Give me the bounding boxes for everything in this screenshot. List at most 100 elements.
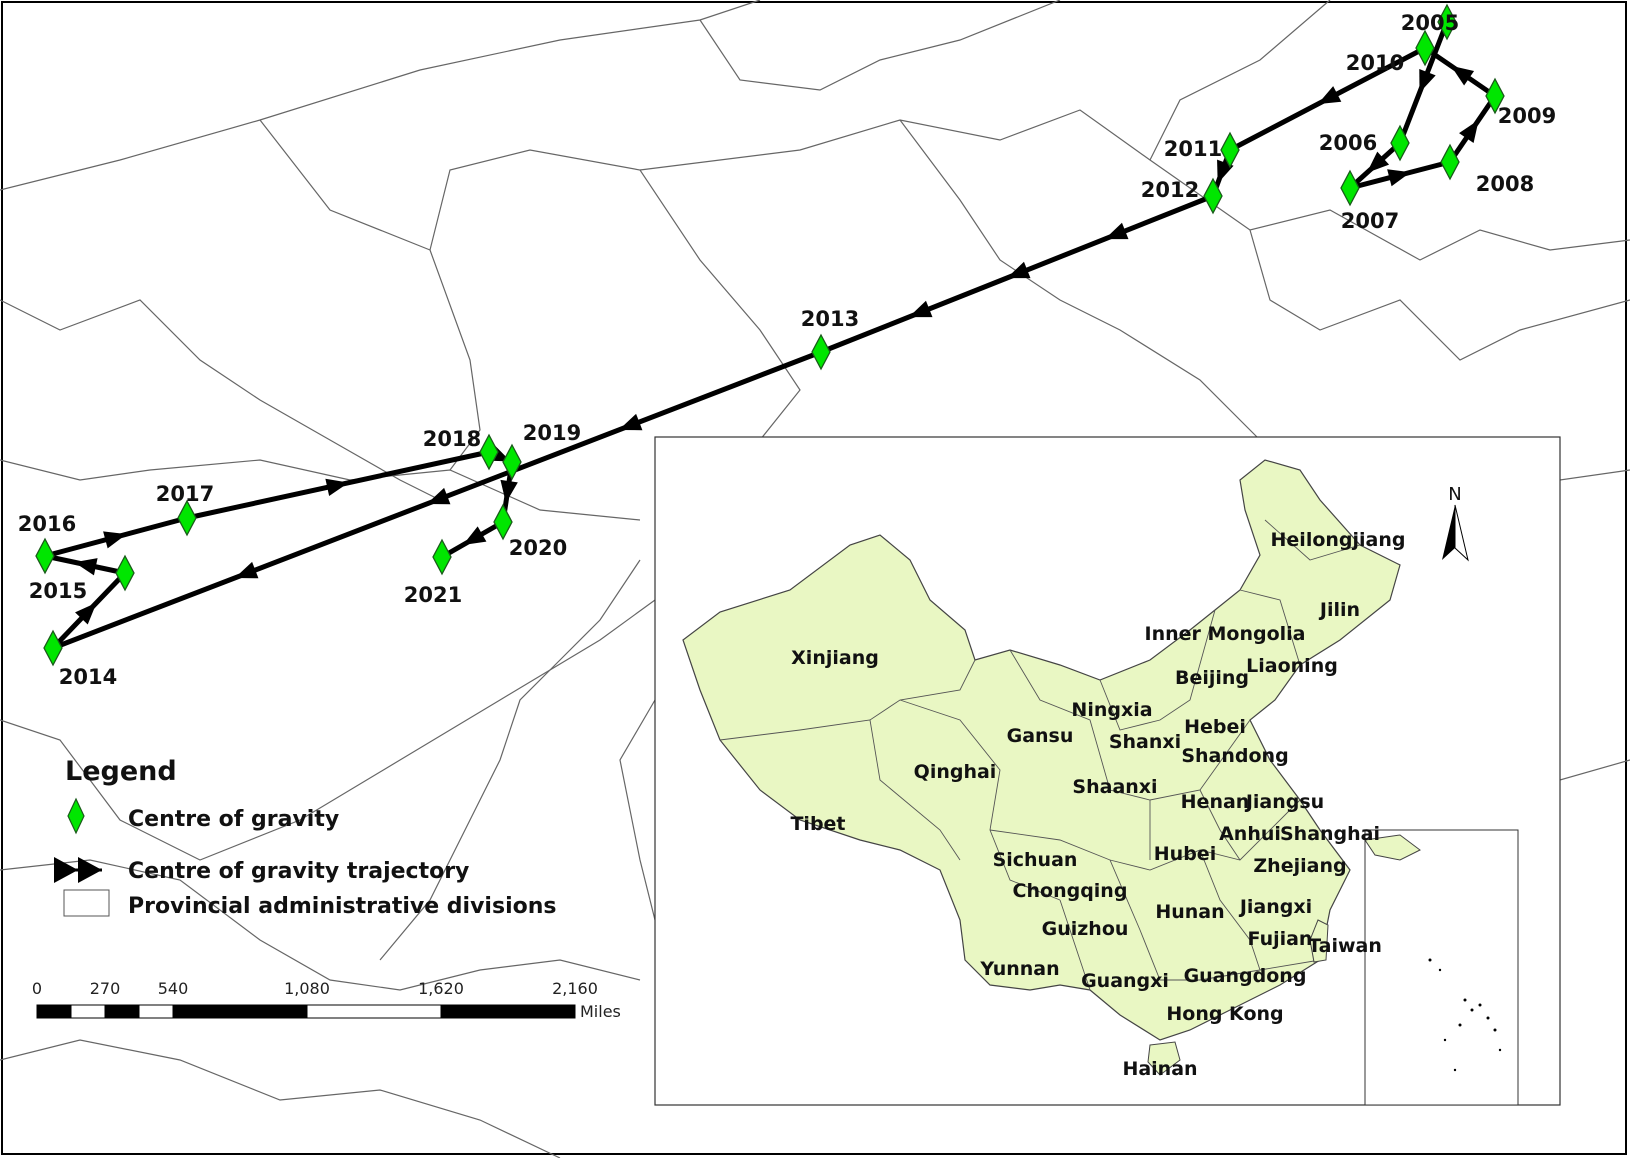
year-label: 2013 [801,307,859,331]
province-label: Qinghai [914,761,997,783]
trajectory-arrow-icon [325,478,349,496]
province-label: Xinjiang [791,647,879,669]
green-diamond-icon [67,797,85,835]
legend-title: Legend [65,756,177,787]
province-label: Shandong [1181,745,1288,767]
scale-tick-label: 2,160 [552,979,598,998]
trajectory-arrow-icon [1387,169,1411,187]
trajectory [44,21,1498,651]
trajectory-arrow-icon [426,487,451,505]
year-label: 2018 [423,427,481,451]
centre-of-gravity-marker[interactable] [1440,143,1460,181]
year-label: 2017 [156,482,214,506]
taiwan [1309,919,1329,963]
trajectory-arrow-icon [908,300,933,318]
province-label: Shaanxi [1072,776,1157,798]
north-arrow[interactable]: N [1442,484,1469,562]
trajectory-arrow-icon [234,561,259,579]
trajectory-arrow-icon [1366,151,1390,173]
scale-unit: Miles [580,1002,621,1021]
province-label: Ningxia [1071,699,1152,721]
province-label: Hubei [1154,843,1216,865]
centre-of-gravity-marker[interactable] [479,433,499,471]
scale-segment [172,1004,308,1019]
year-label: 2005 [1401,11,1459,35]
year-label: 2015 [29,579,87,603]
centre-of-gravity-marker[interactable] [493,503,513,541]
centre-of-gravity-marker[interactable] [115,554,135,592]
year-label: 2021 [404,583,462,607]
trajectory-arrow-icon [1450,65,1475,86]
province-label: Gansu [1007,725,1074,747]
trajectory-arrow-icon [1317,86,1342,105]
hainan [1147,1041,1181,1076]
year-label: 2010 [1346,51,1404,75]
province-label: Jilin [1318,599,1360,621]
province-boundaries [719,519,1361,991]
trajectory-arrow-icon [74,558,98,576]
trajectory-arrow-icon [462,526,487,545]
province-label: Jiangsu [1244,791,1324,813]
province-label: Inner Mongolia [1145,623,1306,645]
trajectory-arrow-icon [1459,119,1479,144]
trajectory-arrow-icon [1419,69,1436,93]
province-labels: Xinjiang Tibet Qinghai Gansu Inner Mongolia H… [790,529,1405,1080]
province-label: Hong Kong [1166,1003,1283,1025]
province-label: Chongqing [1013,880,1128,902]
south-china-sea-islands [1364,834,1502,1072]
legend-item-centre: Centre of gravity [128,807,339,832]
province-label: Tibet [790,813,845,835]
centre-of-gravity-marker[interactable] [1415,29,1435,67]
province-label: Shanghai [1280,823,1380,845]
centre-of-gravity-marker[interactable] [1340,169,1360,207]
scale-segment [104,1004,140,1019]
centre-of-gravity-marker[interactable] [1390,124,1410,162]
legend-item-trajectory: Centre of gravity trajectory [128,859,469,884]
centre-of-gravity-marker[interactable] [1485,77,1505,115]
year-label: 2007 [1341,209,1399,233]
scale-tick-label: 0 [32,979,42,998]
province-label: Sichuan [993,849,1078,871]
legend-item-provincial: Provincial administrative divisions [128,894,556,919]
trajectory-arrow-icon [103,531,127,549]
centre-of-gravity-marker[interactable] [1203,177,1223,215]
centre-of-gravity-marker[interactable] [177,499,197,537]
province-label: Guangxi [1081,970,1169,992]
scale-segment [440,1004,576,1019]
centre-of-gravity-marker[interactable] [432,538,452,576]
year-label: 2019 [523,421,581,445]
rectangle-outline-icon [63,889,110,917]
province-label: Shanxi [1109,731,1181,753]
year-label: 2006 [1319,131,1377,155]
centre-of-gravity-marker[interactable] [811,333,831,371]
province-label: Henan [1181,791,1250,813]
year-label: 2012 [1141,178,1199,202]
centre-of-gravity-marker[interactable] [43,629,63,667]
north-arrow-icon [1442,505,1455,560]
province-label: Taiwan [1308,935,1382,957]
centre-of-gravity-marker[interactable] [1437,3,1457,41]
scale-tick-label: 540 [158,979,189,998]
centre-of-gravity-marker[interactable] [502,443,522,481]
centre-of-gravity-marker[interactable] [35,537,55,575]
scale-tick-label: 270 [90,979,121,998]
centre-of-gravity-marker[interactable] [1220,131,1240,169]
province-label: Zhejiang [1253,855,1346,877]
china-inset: Xinjiang Tibet Qinghai Gansu Inner Mongolia H… [654,436,1561,1106]
year-label: 2009 [1498,104,1556,128]
province-label: Guangdong [1184,965,1307,987]
legend: Legend Centre of gravity Centre of gravi… [54,756,556,919]
trajectory-arrow-icon [618,413,643,431]
scale-tick-label: 1,080 [284,979,330,998]
scale-segment [36,1004,72,1019]
province-label: Guizhou [1042,918,1129,940]
north-arrow-icon-half [1454,504,1469,562]
scale-segment [306,1004,442,1019]
year-label: 2008 [1476,172,1534,196]
province-label: Liaoning [1246,655,1338,677]
scale-segment [138,1004,174,1019]
province-label: Yunnan [979,958,1059,980]
province-label: Anhui [1219,823,1281,845]
scale-bar: 0 270 540 1,080 1,620 2,160 Miles [32,979,621,1021]
